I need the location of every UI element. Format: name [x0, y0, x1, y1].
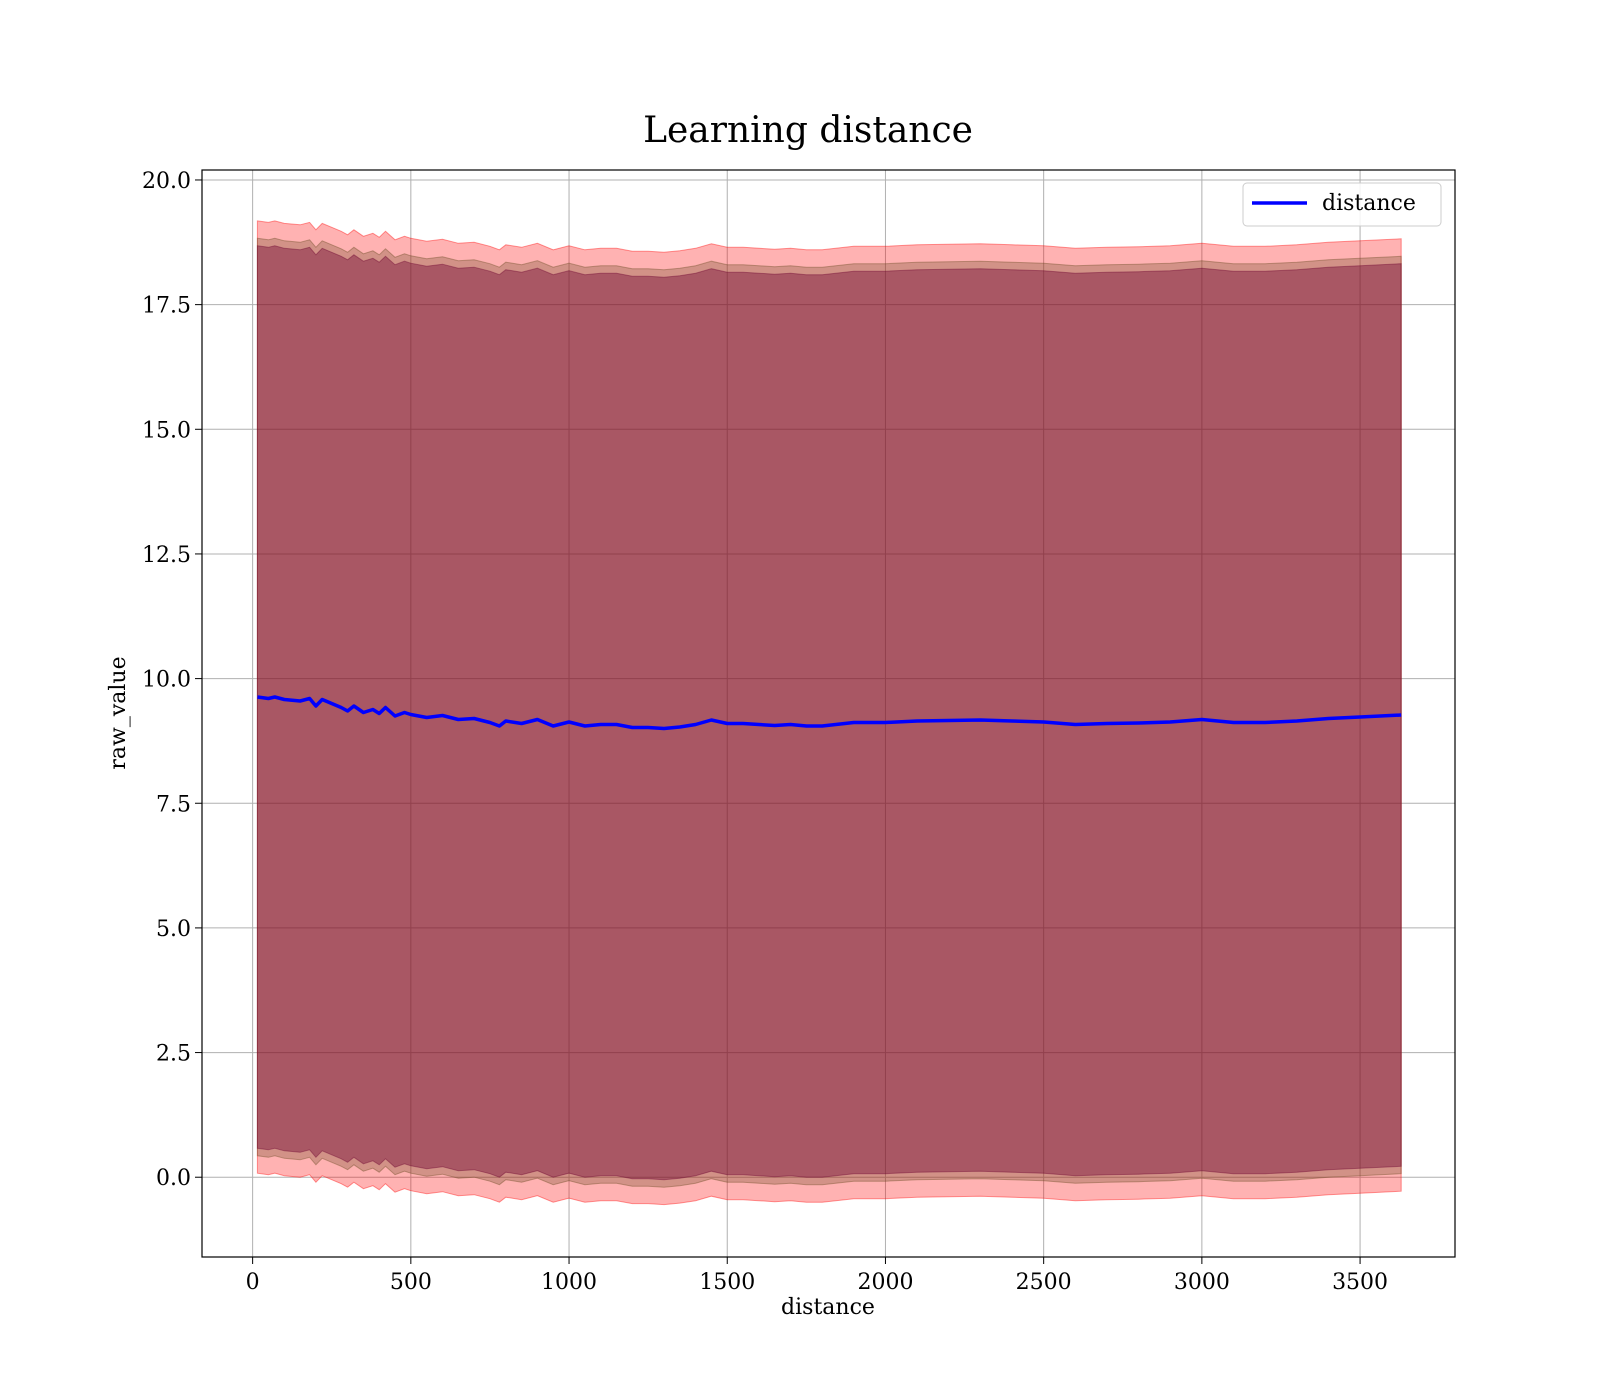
std-band — [256, 237, 1402, 1188]
x-axis-label: distance — [781, 1295, 875, 1320]
x-tick-label: 3000 — [1174, 1270, 1230, 1295]
x-tick-label: 500 — [390, 1270, 432, 1295]
x-tick-label: 3500 — [1332, 1270, 1388, 1295]
series-line-distance — [257, 695, 1402, 731]
x-tick-label: 2000 — [857, 1270, 913, 1295]
y-axis-label: raw_value — [106, 656, 131, 769]
y-tick-label: 7.5 — [156, 792, 191, 817]
legend: distance — [1242, 182, 1442, 227]
chart-title: Learning distance — [643, 110, 973, 151]
y-tick-label: 17.5 — [142, 294, 191, 319]
confidence-bands — [256, 220, 1402, 1206]
y-tick-label: 0.0 — [156, 1166, 191, 1191]
y-tick-label: 20.0 — [142, 169, 191, 194]
x-axis-ticks: 0 500 1000 1500 2000 2500 3000 3500 — [246, 1257, 1388, 1295]
x-tick-label: 1000 — [541, 1270, 597, 1295]
y-tick-label: 2.5 — [156, 1042, 191, 1067]
x-tick-label: 0 — [246, 1270, 260, 1295]
series-lines — [257, 695, 1402, 731]
x-tick-label: 2500 — [1016, 1270, 1072, 1295]
y-axis-ticks: 0.0 2.5 5.0 7.5 10.0 12.5 15.0 17.5 20.0 — [142, 169, 202, 1191]
grid — [202, 170, 1455, 1257]
y-tick-label: 12.5 — [142, 543, 191, 568]
x-tick-label: 1500 — [699, 1270, 755, 1295]
std-band — [256, 245, 1402, 1181]
plot-frame — [201, 169, 1456, 1258]
legend-label: distance — [1322, 191, 1416, 216]
std-band — [256, 220, 1402, 1206]
y-tick-label: 5.0 — [156, 917, 191, 942]
legend-box — [1242, 182, 1442, 227]
y-tick-label: 15.0 — [142, 418, 191, 443]
y-tick-label: 10.0 — [142, 668, 191, 693]
